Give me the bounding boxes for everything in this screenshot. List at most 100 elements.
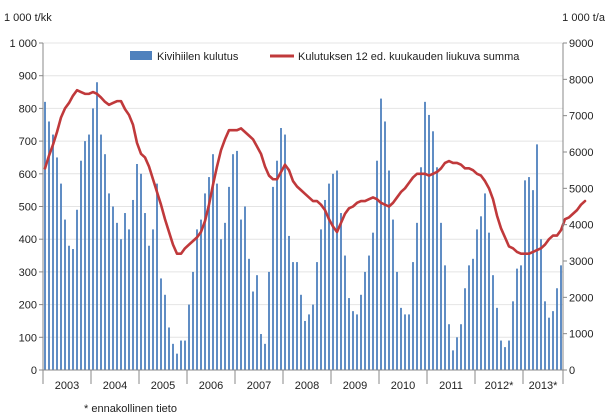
bar [144, 213, 146, 370]
right-tick-label: 3000 [569, 256, 593, 268]
bar [108, 193, 110, 370]
bar [460, 324, 462, 370]
bar [456, 337, 458, 370]
legend-bar-label: Kivihiilen kulutus [157, 51, 239, 63]
left-tick-label: 600 [19, 169, 37, 181]
bar [248, 258, 250, 370]
bar [384, 121, 386, 370]
right-tick-label: 7000 [569, 111, 593, 123]
bar [392, 219, 394, 370]
bar [360, 294, 362, 370]
bar [128, 229, 130, 370]
year-label: 2003 [55, 380, 79, 392]
bar [320, 229, 322, 370]
left-tick-label: 200 [19, 300, 37, 312]
bar [212, 154, 214, 370]
bar [140, 173, 142, 370]
bar [332, 173, 334, 370]
bar [236, 150, 238, 370]
bar [420, 167, 422, 370]
left-tick-label: 700 [19, 136, 37, 148]
bar [152, 229, 154, 370]
bar [96, 82, 98, 371]
bar [448, 324, 450, 370]
bar [268, 271, 270, 370]
bar [200, 219, 202, 370]
legend: Kivihiilen kulutus Kulutuksen 12 ed. kuu… [130, 51, 520, 63]
x-axis-year-labels: 2003 2004 2005 2006 2007 2008 2009 2010 2011 2012… [42, 370, 564, 392]
bar [356, 314, 358, 370]
left-axis-ticks: 0 100 200 300 400 500 600 700 800 900 1 000 [9, 38, 43, 377]
bar [84, 141, 86, 370]
legend-bar-swatch [130, 51, 152, 60]
bar [300, 294, 302, 370]
bar [56, 157, 58, 370]
bar-series-kivihiilen-kulutus [44, 82, 562, 371]
bar [92, 108, 94, 371]
bar [284, 134, 286, 370]
bar [116, 222, 118, 370]
bar [260, 334, 262, 370]
bar [160, 278, 162, 370]
line-series-liukuva-summa [43, 88, 587, 256]
bar [472, 258, 474, 370]
bar [88, 134, 90, 370]
right-tick-label: 1000 [569, 329, 593, 341]
right-tick-label: 8000 [569, 74, 593, 86]
bar [552, 311, 554, 370]
bar [520, 265, 522, 370]
left-tick-label: 100 [19, 332, 37, 344]
bar [292, 262, 294, 370]
bar [172, 343, 174, 370]
bar [296, 262, 298, 370]
bar [192, 271, 194, 370]
bar [372, 232, 374, 370]
bar [504, 347, 506, 370]
bar [512, 301, 514, 370]
bar [480, 216, 482, 370]
bar [364, 271, 366, 370]
bar [324, 199, 326, 370]
bar [232, 154, 234, 370]
bar [540, 239, 542, 370]
bar [336, 170, 338, 370]
right-tick-label: 9000 [569, 38, 593, 50]
bar [112, 206, 114, 370]
series-line [43, 88, 587, 256]
year-label: 2011 [439, 380, 463, 392]
bar [508, 340, 510, 370]
bar [348, 298, 350, 370]
bar [436, 167, 438, 370]
bar [412, 262, 414, 370]
bar [240, 219, 242, 370]
bar [76, 209, 78, 370]
legend-line-label: Kulutuksen 12 ed. kuukauden liukuva summ… [298, 51, 520, 63]
bar [528, 177, 530, 370]
bar [428, 114, 430, 370]
bar [276, 160, 278, 370]
bar [80, 160, 82, 370]
bar [432, 131, 434, 370]
bar [560, 265, 562, 370]
bar [544, 301, 546, 370]
footnote: * ennakollinen tieto [84, 403, 177, 415]
right-tick-label: 0 [569, 365, 575, 377]
left-tick-label: 400 [19, 234, 37, 246]
bar [388, 170, 390, 370]
right-tick-label: 4000 [569, 220, 593, 232]
bar [68, 245, 70, 370]
bar [72, 249, 74, 370]
bar [492, 275, 494, 370]
bar [120, 239, 122, 370]
bar [400, 307, 402, 370]
left-tick-label: 1 000 [9, 38, 37, 50]
bar [252, 291, 254, 370]
year-label: 2013* [529, 380, 558, 392]
bar [216, 183, 218, 370]
bar [516, 268, 518, 370]
left-tick-label: 300 [19, 267, 37, 279]
bar [288, 235, 290, 370]
bar [224, 222, 226, 370]
bar [244, 206, 246, 370]
bar [468, 265, 470, 370]
